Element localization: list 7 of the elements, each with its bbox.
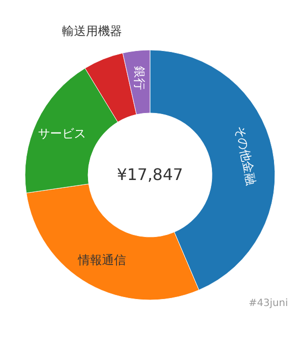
slice-label: サービス: [38, 126, 86, 140]
slice-label: 情報通信: [77, 252, 126, 267]
text: #43juni: [248, 298, 288, 309]
slice-label: 銀行: [132, 66, 146, 90]
text: ¥17,847: [116, 165, 184, 184]
slice-label: 輸送用機器: [62, 24, 122, 38]
slice-label: その他金融: [232, 124, 258, 186]
